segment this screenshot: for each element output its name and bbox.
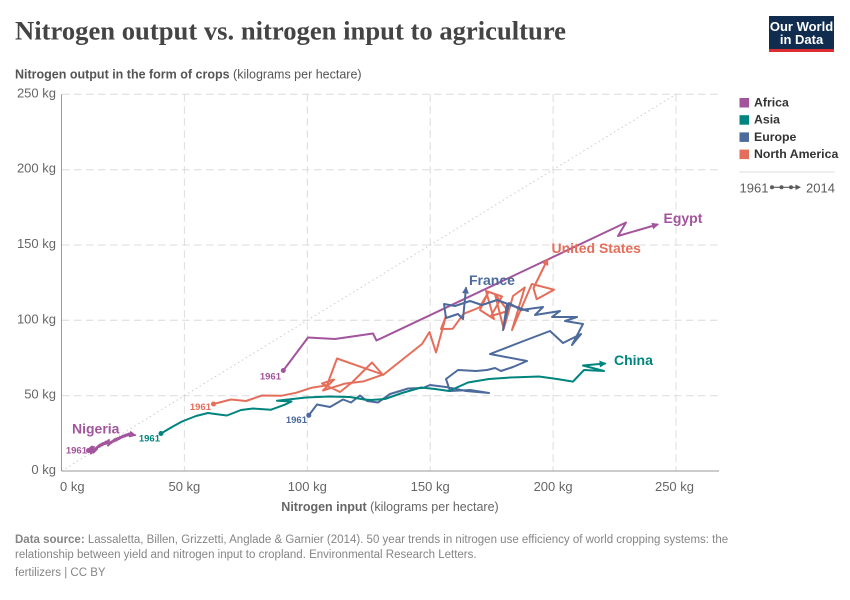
svg-text:fertilizers | CC BY: fertilizers | CC BY [15,567,106,579]
svg-text:Nitrogen output in the form of: Nitrogen output in the form of crops (ki… [15,68,362,82]
svg-text:2014: 2014 [806,180,835,195]
svg-text:200 kg: 200 kg [17,161,56,176]
svg-text:1961: 1961 [260,372,282,383]
svg-text:Nitrogen output vs. nitrogen i: Nitrogen output vs. nitrogen input to ag… [15,17,566,46]
svg-text:250 kg: 250 kg [655,479,694,494]
svg-text:1961: 1961 [190,402,212,413]
svg-text:North America: North America [754,147,838,161]
svg-text:Data source: Lassaletta, Bille: Data source: Lassaletta, Billen, Grizzet… [15,534,728,546]
svg-text:250 kg: 250 kg [17,85,56,100]
svg-text:100 kg: 100 kg [288,479,327,494]
svg-text:1961: 1961 [66,446,88,457]
svg-text:50 kg: 50 kg [168,479,200,494]
svg-text:relationship between yield and: relationship between yield and nitrogen … [15,549,477,561]
svg-text:100 kg: 100 kg [17,311,56,326]
svg-text:50 kg: 50 kg [24,387,56,402]
svg-text:200 kg: 200 kg [534,479,573,494]
svg-text:United States: United States [552,240,642,256]
svg-text:0 kg: 0 kg [31,462,56,477]
svg-text:Europe: Europe [754,130,797,144]
svg-text:France: France [469,272,515,288]
svg-text:Egypt: Egypt [664,210,703,226]
svg-text:150 kg: 150 kg [411,479,450,494]
svg-text:Africa: Africa [754,96,789,110]
svg-text:0 kg: 0 kg [60,479,85,494]
svg-text:Nitrogen input (kilograms per: Nitrogen input (kilograms per hectare) [281,500,498,514]
svg-text:1961: 1961 [286,415,308,426]
svg-text:Asia: Asia [754,113,780,127]
svg-text:1961: 1961 [740,180,769,195]
svg-text:Nigeria: Nigeria [72,421,120,437]
svg-text:Our World: Our World [770,19,833,34]
svg-text:China: China [614,352,653,368]
svg-text:150 kg: 150 kg [17,236,56,251]
svg-text:1961: 1961 [139,434,161,445]
svg-text:in Data: in Data [780,32,824,47]
